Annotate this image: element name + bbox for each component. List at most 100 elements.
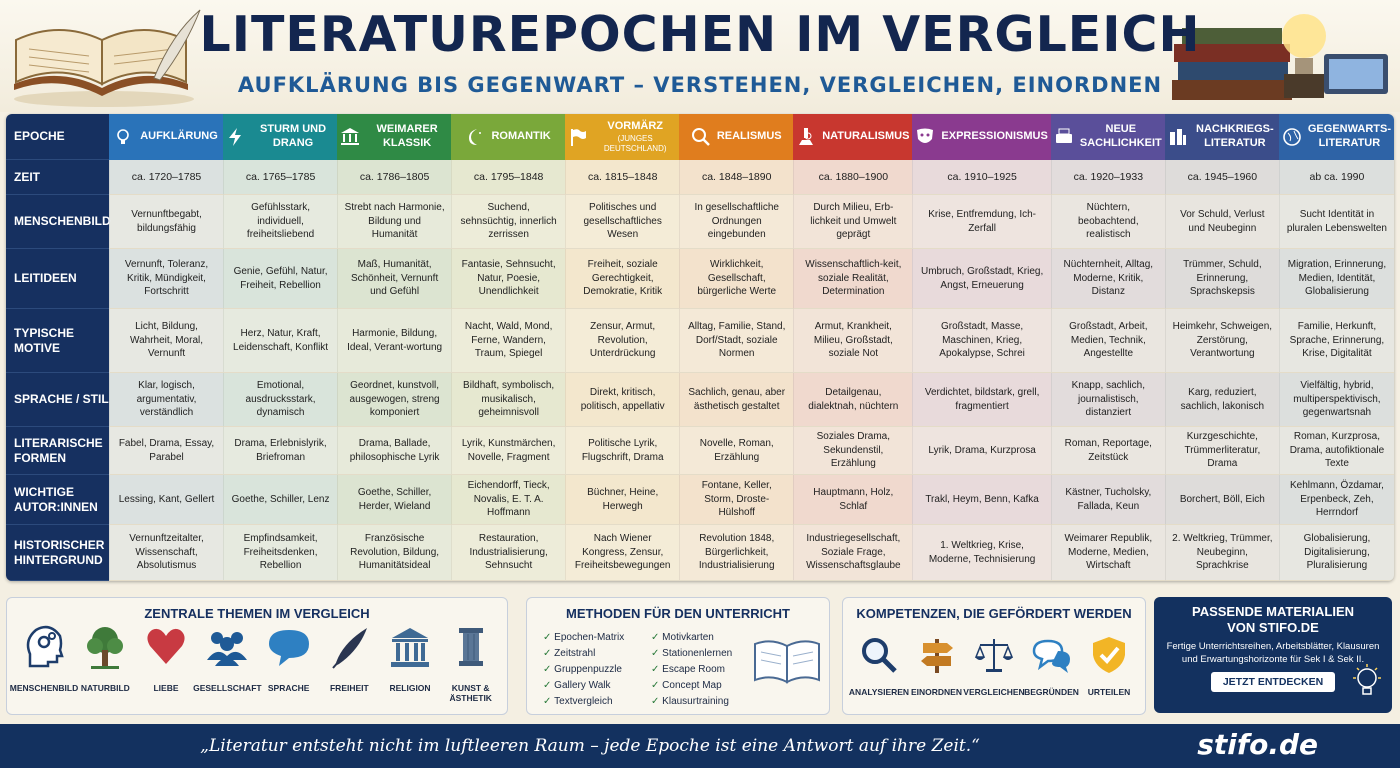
theme-liebe: Liebe — [136, 624, 197, 704]
epoch-icon — [571, 129, 587, 146]
competence-begruenden: Begründen — [1024, 632, 1080, 698]
table-cell: Vielfältig, hybrid, multiperspektivisch,… — [1278, 373, 1394, 427]
table-cell: ca. 1848–1890 — [679, 160, 794, 195]
epoch-header-2: Weimarer Klassik — [337, 114, 452, 160]
epoch-label: Sturm und Drang — [260, 123, 327, 149]
epoch-icon — [1283, 128, 1301, 146]
table-cell: Kehlmann, Özdamar, Erpenbeck, Zeh, Herrn… — [1278, 475, 1394, 525]
row-header-4: Sprache / Stil — [6, 373, 109, 427]
epoch-name: Weimarer Klassik — [366, 123, 448, 151]
method-item: Escape Room — [651, 662, 732, 678]
materials-promo: Passende Materialien von stifo.de Fertig… — [1154, 597, 1392, 713]
table-cell: ca. 1880–1900 — [793, 160, 913, 195]
theme-label: Menschenbild — [9, 683, 79, 693]
table-cell: Krise, Entfremdung, Ich-Zerfall — [912, 195, 1051, 249]
table-cell: Empfindsamkeit, Freiheitsdenken, Rebelli… — [223, 525, 338, 581]
epoch-name: Aufklärung — [140, 130, 218, 144]
table-cell: Maß, Humanität, Schönheit, Vernunft und … — [337, 249, 452, 309]
theme-naturbild: Naturbild — [75, 624, 136, 704]
epoch-name: Realismus — [717, 130, 782, 144]
epoch-label: Romantik — [491, 130, 551, 143]
table-cell: Sachlich, genau, aber ästhetisch gestalt… — [679, 373, 794, 427]
table-cell: Lyrik, Drama, Kurzprosa — [912, 427, 1051, 475]
table-cell: ca. 1815–1848 — [565, 160, 680, 195]
table-cell: Nüchternheit, Alltag, Moderne, Kritik, D… — [1050, 249, 1165, 309]
epoch-sublabel: (Junges Deutschland) — [603, 133, 667, 153]
competence-label: Vergleichen — [963, 687, 1025, 697]
quill-icon — [332, 628, 368, 669]
table-cell: Karg, reduziert, sachlich, lakonisch — [1164, 373, 1279, 427]
table-cell: Freiheit, soziale Gerechtigkeit, Demokra… — [565, 249, 680, 309]
table-cell: Zensur, Armut, Revolution, Unterdrückung — [565, 309, 680, 373]
epoch-name: Sturm und Drang — [252, 123, 334, 151]
heart-icon — [147, 628, 185, 664]
table-cell: Knapp, sachlich, journalistisch, distanz… — [1050, 373, 1165, 427]
table-cell: 2. Weltkrieg, Trümmer, Neubeginn, Sprach… — [1164, 525, 1279, 581]
table-cell: Geordnet, kunstvoll, ausgewogen, streng … — [337, 373, 452, 427]
scales-icon — [974, 639, 1014, 672]
table-cell: Strebt nach Harmonie, Bildung und Humani… — [337, 195, 452, 249]
signpost-icon — [920, 639, 953, 673]
page-title: Literaturepochen im Vergleich — [199, 6, 1201, 63]
books-lightbulb-illustration — [1172, 14, 1388, 100]
epoch-icon — [117, 129, 130, 144]
epoch-icon — [691, 128, 710, 146]
table-cell: Migration, Erinnerung, Medien, Identität… — [1278, 249, 1394, 309]
table-cell: Wirklichkeit, Gesellschaft, bürgerliche … — [679, 249, 794, 309]
tree-icon — [87, 627, 124, 669]
stifo-logo[interactable]: stifo.de — [1197, 728, 1318, 761]
epoch-label: Expressionismus — [941, 130, 1048, 143]
table-cell: Detailgenau, dialektnah, nüchtern — [793, 373, 913, 427]
competence-analysieren: Analysieren — [848, 632, 910, 698]
table-cell: Lyrik, Kunstmärchen, Novelle, Fragment — [451, 427, 566, 475]
method-item: Gruppenpuzzle — [543, 662, 624, 678]
table-cell: Harmonie, Bildung, Ideal, Verant-wortung — [337, 309, 452, 373]
table-cell: Drama, Erlebnislyrik, Briefroman — [223, 427, 338, 475]
table-cell: Vor Schuld, Verlust und Neubeginn — [1164, 195, 1279, 249]
shield-check-icon — [1093, 637, 1125, 673]
table-cell: Kurzgeschichte, Trümmerliteratur, Drama — [1164, 427, 1279, 475]
row-header-1: Menschenbild — [6, 195, 111, 249]
table-cell: Borchert, Böll, Eich — [1164, 475, 1279, 525]
table-cell: Fantasie, Sehnsucht, Natur, Poesie, Unen… — [451, 249, 566, 309]
table-cell: Genie, Gefühl, Natur, Freiheit, Rebellio… — [223, 249, 338, 309]
method-item: Epochen-Matrix — [543, 630, 624, 646]
head-gears-icon — [26, 625, 64, 668]
table-cell: Goethe, Schiller, Herder, Wieland — [337, 475, 452, 525]
theme-label: Religion — [389, 683, 431, 693]
table-cell: Armut, Krankheit, Milieu, Großstadt, soz… — [793, 309, 913, 373]
table-cell: Sucht Identität in pluralen Lebenswelten — [1278, 195, 1394, 249]
competence-vergleichen: Vergleichen — [963, 632, 1025, 698]
epoch-icon — [341, 128, 360, 145]
table-cell: Herz, Natur, Kraft, Leidenschaft, Konfli… — [223, 309, 338, 373]
epoch-header-4: Vormärz (Junges Deutschland) — [565, 114, 680, 160]
lightbulb-icon — [1353, 664, 1381, 695]
competence-urteilen: Urteilen — [1081, 632, 1137, 698]
table-cell: Klar, logisch, argumentativ, verständlic… — [109, 373, 224, 427]
table-cell: Politische Lyrik, Flugschrift, Drama — [565, 427, 680, 475]
epoch-name: Expressionismus — [941, 130, 1047, 144]
method-item: Concept Map — [651, 678, 732, 694]
competence-label: Urteilen — [1087, 687, 1131, 697]
row-header-3: Typische Motive — [6, 309, 109, 373]
table-cell: Nacht, Wald, Mond, Ferne, Wandern, Traum… — [451, 309, 566, 373]
page-subtitle: Aufklärung bis Gegenwart – verstehen, ve… — [237, 73, 1163, 97]
table-cell: 1. Weltkrieg, Krise, Moderne, Technisier… — [912, 525, 1051, 581]
table-cell: Lessing, Kant, Gellert — [109, 475, 224, 525]
footer: „Literatur entsteht nicht im luftleeren … — [0, 724, 1400, 768]
epoch-label: Aufklärung — [140, 130, 218, 143]
table-cell: Licht, Bildung, Wahrheit, Moral, Vernunf… — [109, 309, 224, 373]
epoch-header-3: Romantik — [451, 114, 566, 160]
method-item: Textvergleich — [543, 694, 624, 710]
competence-einordnen: Einordnen — [909, 632, 965, 698]
method-item: Motivkarten — [651, 630, 732, 646]
themes-title: Zentrale Themen im Vergleich — [144, 606, 370, 621]
table-cell: Großstadt, Arbeit, Medien, Technik, Ange… — [1050, 309, 1165, 373]
row-header-7: Historischer Hintergrund — [6, 525, 109, 581]
discover-button[interactable]: Jetzt entdecken — [1210, 672, 1336, 692]
promo-text: Fertige Unterrichtsreihen, Arbeitsblätte… — [1166, 641, 1380, 665]
method-item: Klausurtraining — [651, 694, 732, 710]
open-book-icon — [754, 640, 820, 684]
competence-label: Analysieren — [848, 687, 910, 697]
epoch-header-7: Expressionismus — [912, 114, 1051, 160]
